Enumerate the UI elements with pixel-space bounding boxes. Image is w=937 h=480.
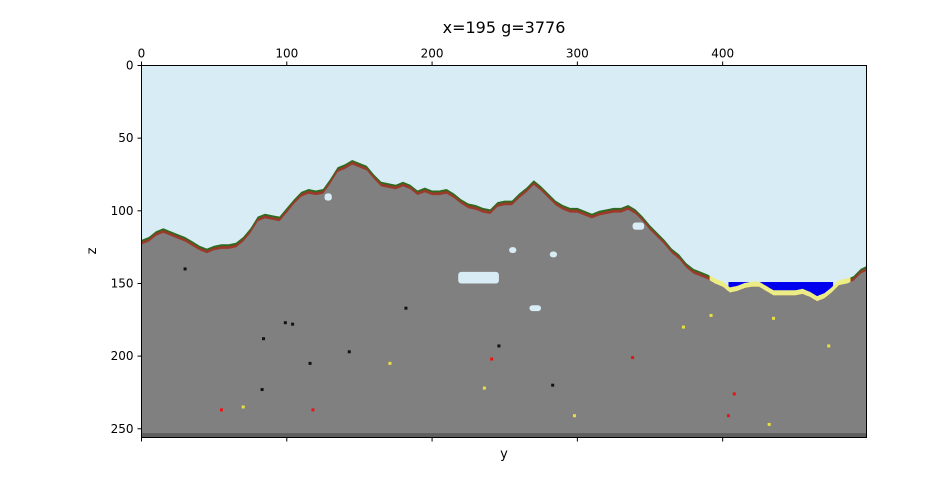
- y-axis-label: z: [85, 247, 100, 254]
- ore-redstone: [311, 408, 315, 412]
- cave-pocket: [458, 271, 499, 284]
- ore-coal: [308, 361, 312, 365]
- x-axis: 0 100 200 300 400: [138, 47, 734, 442]
- ore-gold: [241, 405, 245, 409]
- y-tick-label: 150: [111, 276, 134, 290]
- ore-coal: [404, 306, 408, 310]
- y-tick-label: 250: [111, 422, 134, 436]
- ore-coal: [283, 321, 287, 325]
- ore-coal: [183, 267, 187, 271]
- stone-region: [141, 164, 867, 438]
- ore-coal: [347, 350, 351, 354]
- cave-pocket: [529, 305, 542, 312]
- cave-pocket: [509, 247, 517, 253]
- x-axis-label: y: [500, 447, 508, 462]
- ore-coal: [551, 383, 555, 387]
- bedrock-layer: [141, 433, 867, 438]
- ore-redstone: [726, 414, 730, 418]
- ore-redstone: [732, 392, 736, 396]
- y-tick-label: 0: [126, 59, 134, 73]
- y-tick-label: 200: [111, 349, 134, 363]
- cave-pocket: [549, 251, 558, 258]
- x-tick-label: 0: [138, 47, 146, 61]
- ore-redstone: [490, 357, 494, 361]
- x-tick-label: 400: [711, 47, 734, 61]
- x-tick-label: 200: [421, 47, 444, 61]
- chart-title: x=195 g=3776: [443, 18, 566, 37]
- ore-gold: [388, 361, 392, 365]
- ore-gold: [482, 386, 486, 390]
- ore-gold: [681, 325, 685, 329]
- plot-frame: [141, 65, 867, 438]
- y-axis: 0 50 100 150 200 250: [111, 59, 142, 436]
- ore-gold: [572, 414, 576, 418]
- x-tick-label: 100: [275, 47, 298, 61]
- x-tick-label: 300: [566, 47, 589, 61]
- ore-redstone: [219, 408, 223, 412]
- ore-coal: [291, 322, 295, 326]
- y-tick-label: 50: [118, 131, 133, 145]
- ore-coal: [260, 388, 264, 392]
- ore-gold: [772, 316, 776, 320]
- plot-area: [141, 65, 867, 438]
- ore-gold: [709, 313, 713, 317]
- ore-coal: [497, 344, 501, 348]
- ore-gold: [767, 422, 771, 426]
- ore-gold: [827, 344, 831, 348]
- cave-pocket: [324, 193, 332, 201]
- sand-layer: [709, 275, 851, 302]
- y-tick-label: 100: [111, 204, 134, 218]
- ore-coal: [262, 337, 266, 341]
- cave-pocket: [632, 222, 645, 230]
- ore-redstone: [631, 356, 635, 360]
